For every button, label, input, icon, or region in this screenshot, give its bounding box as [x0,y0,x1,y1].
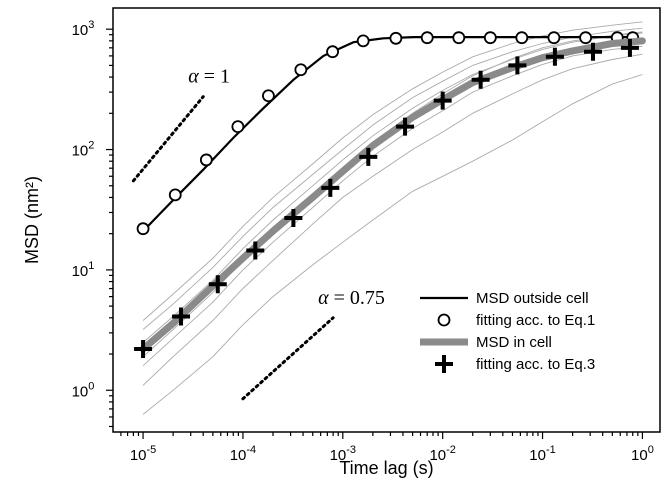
x-tick-label-1: 10-5 [130,444,156,464]
series-4-point-11 [508,56,527,75]
series-4-point-5 [284,208,303,227]
x-tick-label-4: 10-2 [429,444,455,464]
background-trace-2 [142,53,643,386]
series-2-point-13 [515,31,529,45]
series-2-point-1 [136,222,150,236]
x-tick-label-3: 10-3 [330,444,356,464]
y-tick-label-3: 102 [72,140,95,160]
series-2-point-11 [452,31,466,45]
series-2-point-12 [483,31,497,45]
legend-item-3: MSD in cell [420,334,552,351]
axes: 10-5 10-4 10-3 10-2 10-1 100 100 101 102 103 [72,7,661,464]
series-4-point-13 [583,42,602,61]
background-trace-1 [142,74,643,415]
y-tick-label-2: 101 [72,260,95,280]
series-4-point-4 [246,241,265,260]
series-4-point-7 [359,147,378,166]
data-series [134,31,646,359]
reference-slope-line-2 [241,316,335,401]
legend-label: MSD outside cell [476,290,589,307]
series-4-point-10 [471,70,490,89]
series-3-line [139,37,646,353]
reference-slope-line-1 [131,95,205,183]
reference-lines: α = 1 α = 0.75 [131,66,385,401]
series-2-point-9 [389,31,403,45]
series-2-point-14 [547,31,561,45]
x-tick-label-6: 100 [631,444,654,464]
legend-item-1: MSD outside cell [420,290,589,307]
x-tick-label-2: 10-4 [230,444,256,464]
reference-slope-label-1: α = 1 [188,66,230,88]
background-trace-4 [142,32,643,343]
background-trace-3 [142,45,643,367]
series-4-point-14 [620,38,639,57]
series-4-point-8 [396,117,415,136]
reference-slope-label-2: α = 0.75 [318,287,385,309]
series-4-point-1 [134,340,153,359]
series-2-point-10 [420,31,434,45]
legend: MSD outside cell fitting acc. to Eq.1 MSD … [420,290,595,373]
legend-label: MSD in cell [476,334,552,351]
series-2-point-8 [356,34,370,48]
x-axis-title: Time lag (s) [339,458,433,478]
series-2-point-6 [294,63,308,77]
series-4-point-3 [208,275,227,294]
x-tick-label-5: 10-1 [529,444,555,464]
y-tick-label-1: 100 [72,380,95,400]
y-tick-label-4: 103 [72,19,95,39]
series-2-point-15 [579,31,593,45]
series-4-point-6 [321,178,340,197]
legend-label: fitting acc. to Eq.3 [476,356,595,373]
y-axis-title: MSD (nm²) [22,176,42,264]
series-4-point-12 [545,47,564,66]
axis-titles: Time lag (s) MSD (nm²) [22,176,434,478]
series-4-point-9 [433,91,452,110]
series-2-point-3 [199,153,213,167]
legend-item-4: fitting acc. to Eq.3 [435,355,595,373]
series-2-point-7 [326,45,339,59]
legend-swatch-circle [437,313,451,327]
series-2-point-5 [262,89,275,103]
series-2-point-2 [168,188,182,202]
legend-item-2: fitting acc. to Eq.1 [437,312,595,329]
plot-frame [112,7,661,433]
series-4-point-2 [172,307,191,326]
legend-swatch-plus [435,355,453,373]
series-2-point-4 [231,120,245,134]
legend-label: fitting acc. to Eq.1 [476,312,595,329]
